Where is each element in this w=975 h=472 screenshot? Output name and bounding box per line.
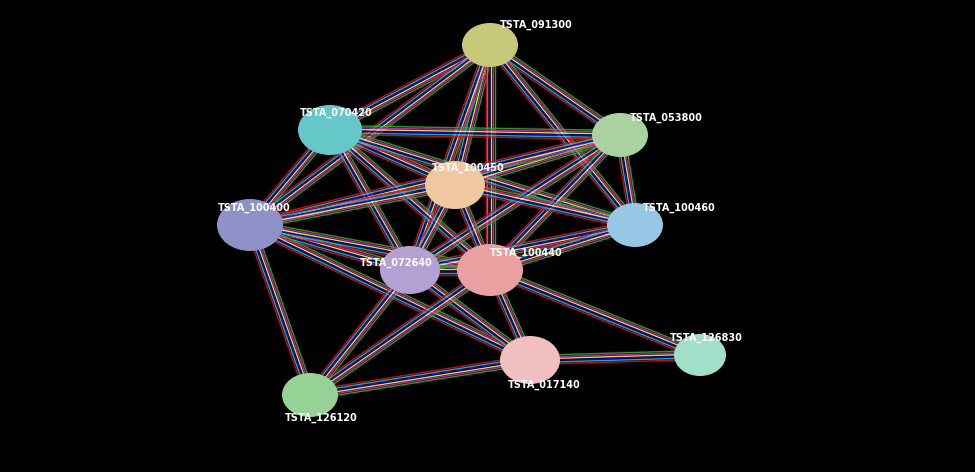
Ellipse shape <box>282 373 338 417</box>
Text: TSTA_100440: TSTA_100440 <box>490 248 563 258</box>
Ellipse shape <box>592 113 648 157</box>
Ellipse shape <box>217 199 283 251</box>
Text: TSTA_070420: TSTA_070420 <box>300 108 372 118</box>
Text: TSTA_072640: TSTA_072640 <box>360 258 433 268</box>
Text: TSTA_017140: TSTA_017140 <box>508 380 581 390</box>
Text: TSTA_091300: TSTA_091300 <box>500 20 572 30</box>
Text: TSTA_100450: TSTA_100450 <box>432 163 505 173</box>
Ellipse shape <box>500 336 560 384</box>
Text: TSTA_126120: TSTA_126120 <box>285 413 358 423</box>
Text: TSTA_100400: TSTA_100400 <box>218 203 291 213</box>
Ellipse shape <box>462 23 518 67</box>
Ellipse shape <box>425 161 485 209</box>
Ellipse shape <box>674 334 726 376</box>
Ellipse shape <box>298 105 362 155</box>
Text: TSTA_100460: TSTA_100460 <box>643 203 716 213</box>
Ellipse shape <box>457 244 523 296</box>
Ellipse shape <box>607 203 663 247</box>
Text: TSTA_053800: TSTA_053800 <box>630 113 703 123</box>
Text: TSTA_126830: TSTA_126830 <box>670 333 743 343</box>
Ellipse shape <box>380 246 440 294</box>
